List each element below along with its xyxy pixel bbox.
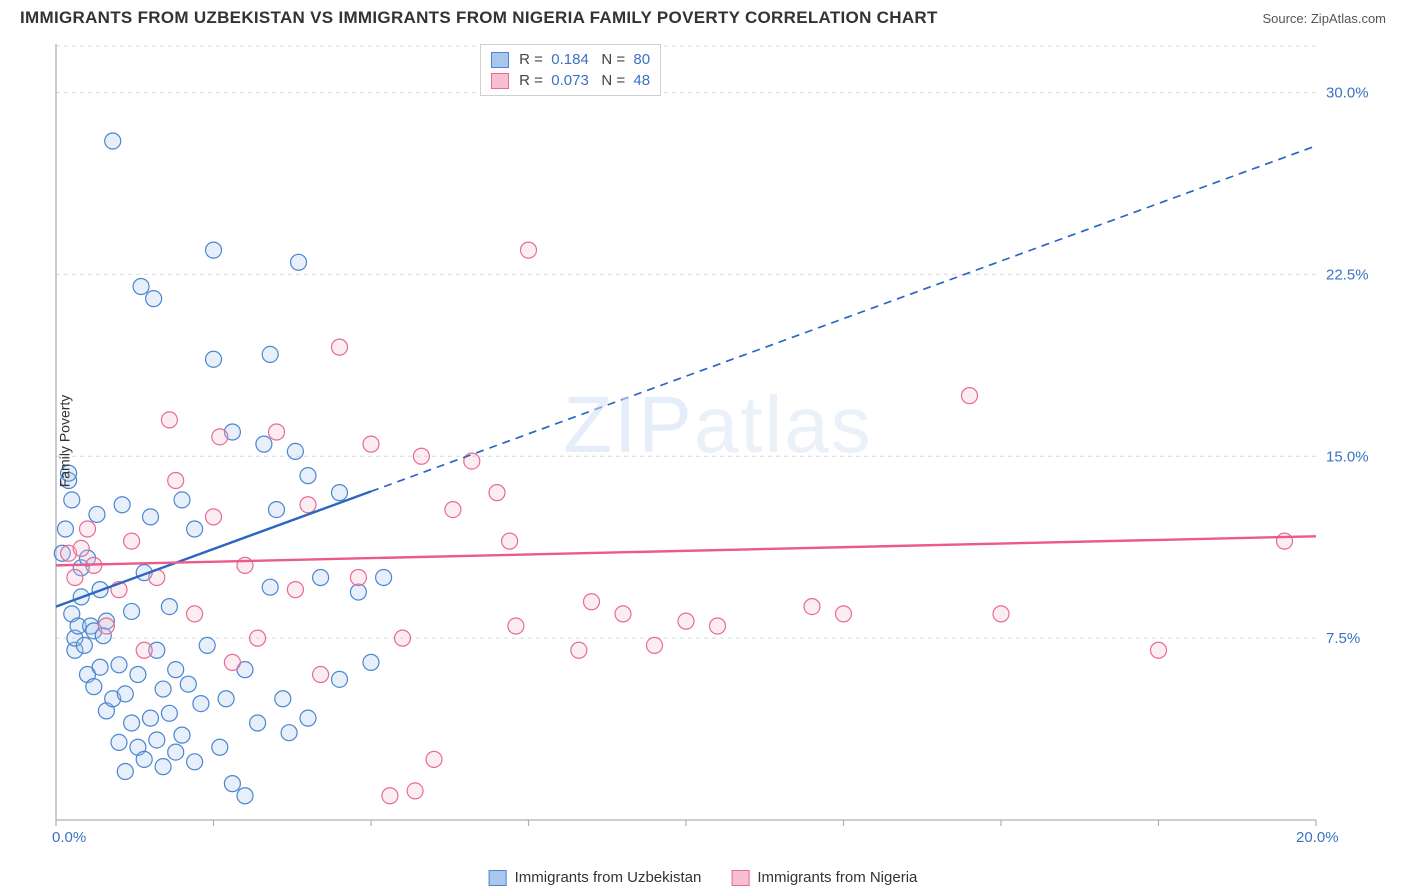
legend-row-nigeria: R = 0.073 N = 48 — [491, 70, 650, 91]
series-legend: Immigrants from Uzbekistan Immigrants fro… — [489, 869, 918, 886]
svg-text:30.0%: 30.0% — [1326, 85, 1369, 102]
legend-label: Immigrants from Uzbekistan — [515, 869, 702, 886]
chart-title: IMMIGRANTS FROM UZBEKISTAN VS IMMIGRANTS… — [20, 8, 938, 28]
legend-row-uzbekistan: R = 0.184 N = 80 — [491, 49, 650, 70]
y-axis-label: Family Poverty — [56, 395, 72, 488]
bottom-legend-item: Immigrants from Uzbekistan — [489, 869, 702, 886]
svg-text:22.5%: 22.5% — [1326, 266, 1369, 283]
legend-swatch — [491, 52, 509, 68]
svg-text:0.0%: 0.0% — [52, 829, 86, 842]
source-label: Source: ZipAtlas.com — [1262, 11, 1386, 26]
legend-label: Immigrants from Nigeria — [757, 869, 917, 886]
legend-text: R = 0.184 N = 80 — [515, 51, 650, 68]
svg-text:15.0%: 15.0% — [1326, 448, 1369, 465]
svg-text:7.5%: 7.5% — [1326, 630, 1360, 647]
correlation-legend: R = 0.184 N = 80 R = 0.073 N = 48 — [480, 44, 661, 96]
legend-swatch — [491, 73, 509, 89]
legend-swatch — [489, 870, 507, 886]
scatter-chart: 7.5% 15.0% 22.5% 30.0% 0.0% 20.0% — [50, 40, 1386, 842]
plot-area: Family Poverty ZIPatlas 7.5%15.0%22.5%30… — [50, 40, 1386, 842]
bottom-legend-item: Immigrants from Nigeria — [731, 869, 917, 886]
svg-text:20.0%: 20.0% — [1296, 829, 1339, 842]
legend-text: R = 0.073 N = 48 — [515, 72, 650, 89]
legend-swatch — [731, 870, 749, 886]
